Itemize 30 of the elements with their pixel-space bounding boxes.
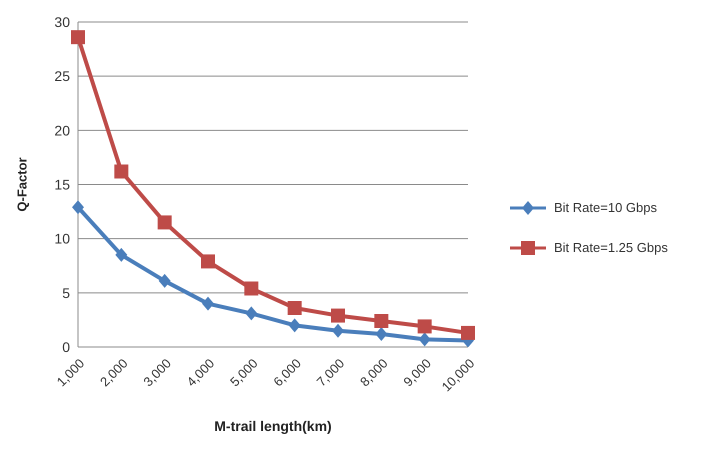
point — [245, 306, 258, 320]
point — [158, 274, 171, 288]
y-axis-title: Q-Factor — [14, 157, 30, 212]
point — [158, 215, 172, 230]
y-tick-label: 20 — [54, 122, 70, 138]
y-tick-label: 5 — [62, 284, 70, 301]
point — [202, 296, 214, 311]
y-tick-label: 0 — [62, 338, 70, 355]
point — [201, 254, 215, 268]
point — [461, 326, 475, 340]
point — [244, 282, 258, 296]
legend-label: Bit Rate=10 Gbps — [554, 198, 657, 217]
point — [332, 324, 344, 338]
point — [375, 327, 388, 341]
point — [418, 332, 431, 346]
point — [72, 200, 84, 214]
point — [418, 319, 432, 334]
y-tick-label: 30 — [54, 14, 70, 30]
point — [288, 301, 302, 315]
x-axis-title: M-trail length(km) — [214, 418, 332, 434]
point — [71, 30, 85, 44]
point — [115, 248, 128, 262]
legend-label: Bit Rate=1.25 Gbps — [554, 238, 668, 257]
point — [114, 164, 128, 178]
point — [374, 314, 388, 328]
point — [288, 318, 301, 332]
point — [331, 308, 345, 323]
y-tick-label: 15 — [54, 176, 70, 192]
y-tick-label: 10 — [54, 230, 70, 247]
y-tick-label: 25 — [54, 68, 70, 84]
